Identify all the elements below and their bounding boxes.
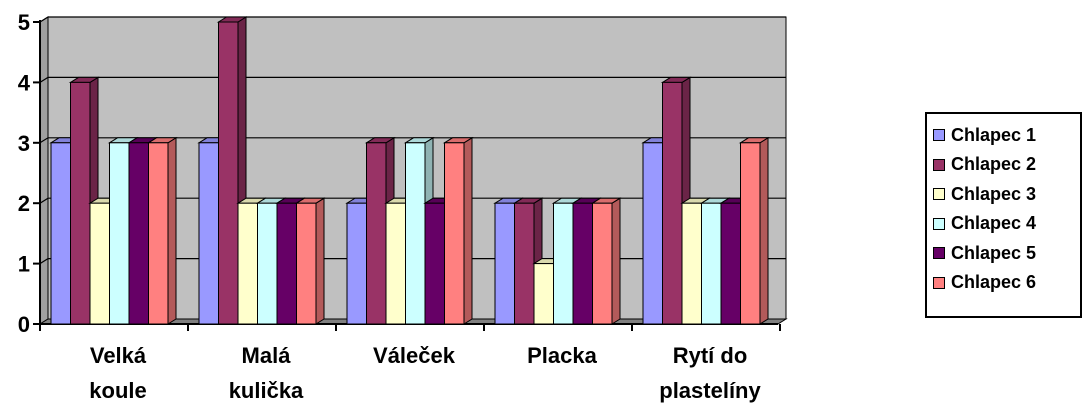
bar-chlapec-6-2 [296,202,317,325]
bar-chlapec-6-3 [444,142,465,325]
bar-chlapec-6-4 [592,202,613,325]
bar-chlapec-4-4 [553,202,574,325]
bar-chlapec-2-4 [514,202,535,325]
legend-swatch [933,129,945,141]
legend-swatch [933,247,945,259]
x-category-label: plastelíny [659,378,761,403]
bar-chlapec-4-1 [109,142,130,325]
legend-label: Chlapec 2 [951,154,1037,174]
bar-chlapec-3-1 [89,202,110,325]
legend-swatch [933,276,945,289]
bar-chlapec-6-1 [148,142,169,325]
legend-item: Chlapec 2 [933,152,1036,178]
gridline [39,76,786,83]
bar-chlapec-3-3 [385,202,406,325]
legend-swatch [933,217,945,230]
bar-chlapec-1-3 [346,202,367,325]
bar-chlapec-3-5 [681,202,702,325]
x-category-label: kulička [229,378,304,403]
bar-chlapec-4-5 [701,202,722,325]
bar-chlapec-6-5-side [759,136,769,325]
bar-chlapec-4-3 [405,142,426,325]
x-category-label: Malá [242,343,292,368]
x-category-label: Placka [527,343,597,368]
bar-chlapec-1-5 [642,142,663,325]
bar-chlapec-5-2 [276,202,297,325]
y-tick-label: 0 [18,312,30,337]
bar-chlapec-5-4 [572,202,593,325]
legend-item: Chlapec 6 [933,270,1036,296]
x-category-label: Rytí do [673,343,748,368]
bar-chlapec-3-4 [533,263,554,325]
bar-chlapec-6-1-side [167,136,177,325]
bar-chlapec-5-5 [720,202,741,325]
legend-label: Chlapec 3 [951,183,1037,204]
chart-legend: Chlapec 1 Chlapec 2 Chlapec 3 Chlapec 4 Chla… [925,112,1082,318]
bar-chlapec-2-2 [218,21,239,325]
bar-chlapec-6-5 [740,142,761,325]
gridline [39,137,786,144]
bar-chlapec-6-4-side [611,197,621,325]
x-category-label: Velká [90,343,147,368]
x-category-label: Váleček [373,343,456,368]
bar-chlapec-1-4 [494,202,515,325]
legend-label: Chlapec 1 [951,124,1037,145]
bar-chlapec-3-2 [237,202,258,325]
bar-chlapec-4-2 [257,202,278,325]
x-category-label: koule [89,378,146,403]
bar-chlapec-6-3-side [463,136,473,325]
bar-chlapec-5-1 [128,142,149,325]
y-tick-label: 1 [18,252,30,277]
bar-chlapec-2-1 [70,81,91,325]
legend-label: Chlapec 4 [951,213,1037,233]
legend-item: Chlapec 3 [933,181,1036,207]
y-tick-label: 2 [18,191,30,216]
y-tick-label: 3 [18,131,30,156]
bar-chlapec-2-3 [366,142,387,325]
legend-item: Chlapec 5 [933,240,1036,266]
legend-swatch [933,158,945,171]
plot-side-wall [39,16,49,325]
legend-item: Chlapec 1 [933,122,1036,148]
legend-label: Chlapec 6 [951,272,1037,292]
bar-chlapec-1-2 [198,142,219,325]
bar-chlapec-1-1 [50,142,71,325]
y-tick-label: 4 [18,70,31,95]
legend-label: Chlapec 5 [951,242,1037,263]
bar-chlapec-2-5 [662,81,683,325]
bar-chlapec-5-3 [424,202,445,325]
legend-item: Chlapec 4 [933,211,1036,237]
y-tick-label: 5 [18,10,30,35]
bar-chlapec-6-2-side [315,197,325,325]
legend-swatch [933,188,945,200]
gridline [39,16,786,23]
